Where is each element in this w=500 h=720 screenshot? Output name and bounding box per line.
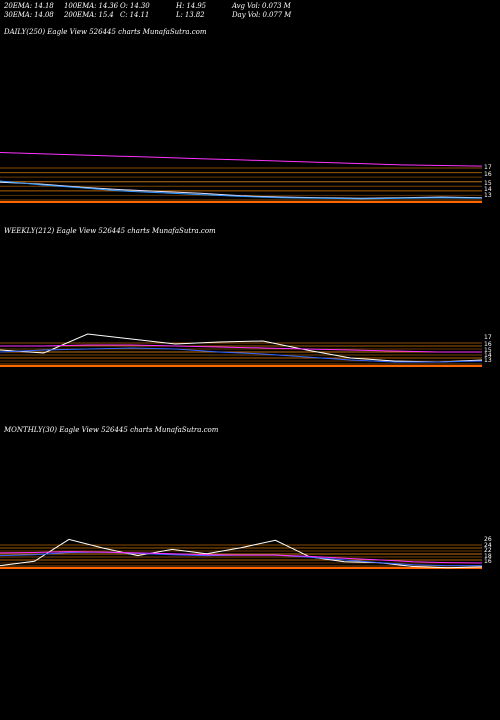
series-line — [0, 347, 483, 363]
stats-header: 20EMA: 14.18 100EMA: 14.36 O: 14.30 H: 1… — [4, 2, 304, 20]
stat-30ema: 30EMA: 14.08 — [4, 11, 54, 19]
weekly-panel-title: WEEKLY(212) Eagle View 526445 charts Mun… — [4, 227, 216, 235]
right-tick-label: 14 — [484, 352, 492, 359]
stats-row-2: 30EMA: 14.08 200EMA: 15.4 C: 14.11 L: 13… — [4, 11, 304, 20]
daily-panel-title: DAILY(250) Eagle View 526445 charts Muna… — [4, 28, 207, 36]
stat-low: L: 13.82 — [176, 11, 205, 19]
stat-open: O: 14.30 — [120, 2, 150, 10]
right-tick-label: 24 — [484, 542, 492, 549]
right-tick-label: 17 — [484, 164, 492, 171]
series-line — [0, 551, 483, 564]
right-tick-label: 13 — [484, 357, 492, 364]
stat-avg-vol: Avg Vol: 0.073 M — [232, 2, 291, 10]
series-line — [0, 181, 483, 199]
series-line — [0, 538, 483, 569]
right-tick-label: 15 — [484, 347, 492, 354]
series-line — [0, 333, 483, 363]
series-line — [0, 180, 483, 200]
right-tick-label: 14 — [484, 186, 492, 193]
stat-day-vol: Day Vol: 0.077 M — [232, 11, 292, 19]
stat-close: C: 14.11 — [120, 11, 150, 19]
right-tick-label: 15 — [484, 180, 492, 187]
right-tick-label: 16 — [484, 171, 492, 178]
series-line — [0, 344, 482, 353]
stat-20ema: 20EMA: 14.18 — [4, 2, 54, 10]
stat-200ema: 200EMA: 15.4 — [64, 11, 114, 19]
right-tick-label: 16 — [484, 341, 492, 348]
right-tick-label: 18 — [484, 553, 492, 560]
stat-100ema: 100EMA: 14.36 — [64, 2, 119, 10]
right-tick-label: 13 — [484, 192, 492, 199]
monthly-panel-title: MONTHLY(30) Eagle View 526445 charts Mun… — [4, 426, 219, 434]
right-tick-label: 16 — [484, 558, 492, 565]
right-tick-label: 17 — [484, 334, 492, 341]
right-tick-label: 26 — [484, 536, 492, 543]
right-tick-label: 22 — [484, 547, 492, 554]
stats-row-1: 20EMA: 14.18 100EMA: 14.36 O: 14.30 H: 1… — [4, 2, 304, 11]
series-line — [0, 152, 483, 167]
stat-high: H: 14.95 — [176, 2, 206, 10]
